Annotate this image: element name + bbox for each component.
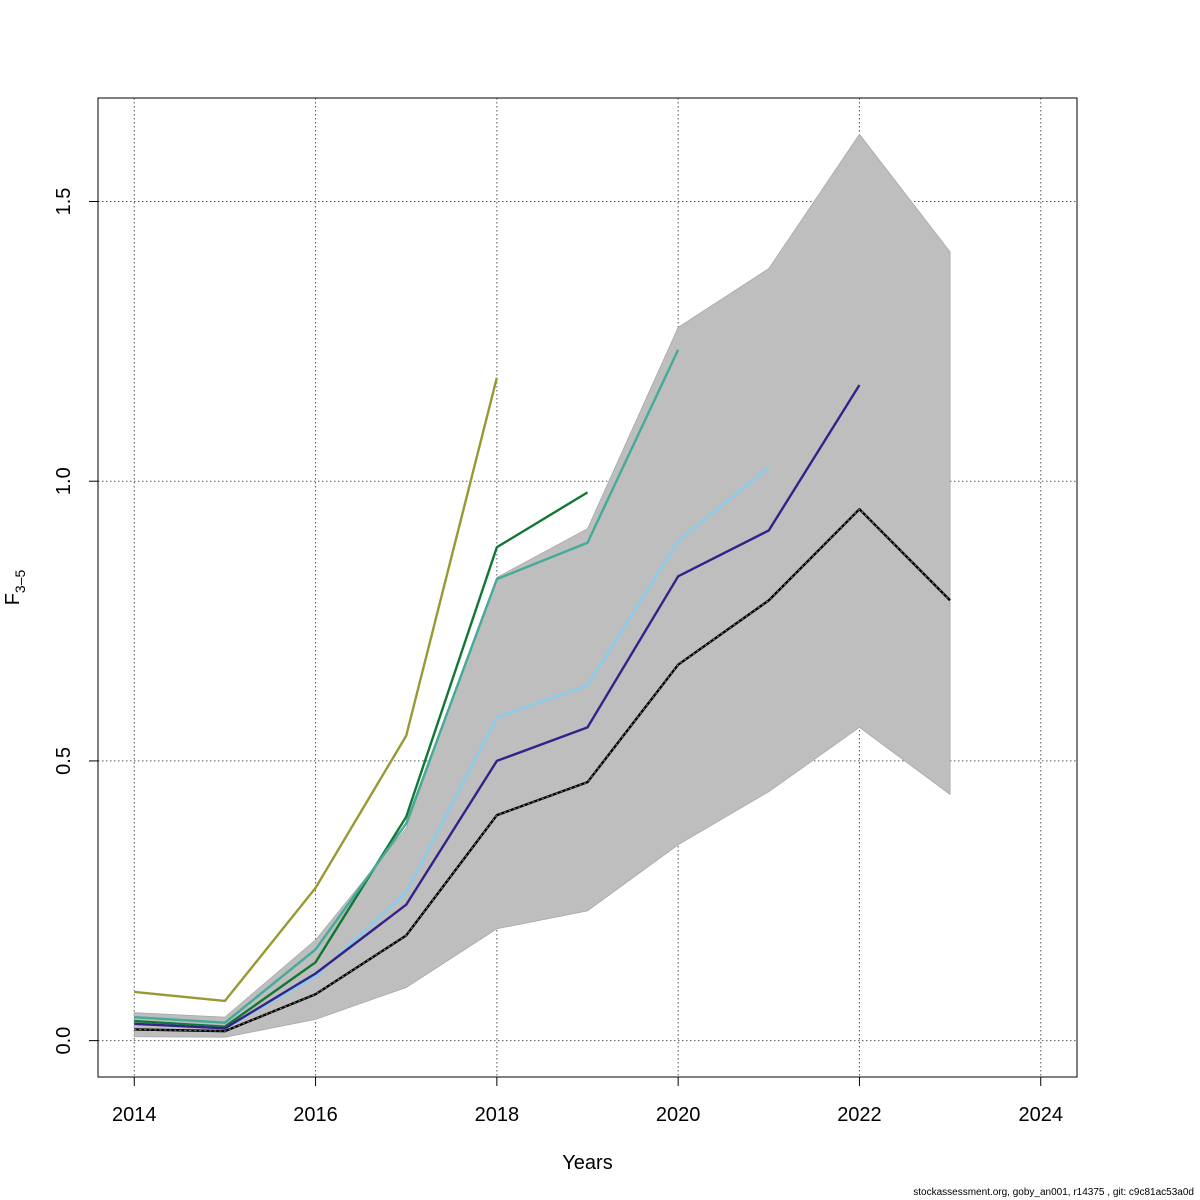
series-line-1	[134, 377, 499, 1003]
series-line-2	[134, 491, 589, 1028]
series-line-3	[134, 349, 680, 1024]
x-tick-label: 2014	[112, 1104, 157, 1126]
series-line-5	[134, 384, 861, 1030]
axes: 2014 2016 2018 2020 2022 2024 0.0 0.5 1.0 1.5	[53, 188, 1063, 1126]
y-tick-label: 1.0	[53, 467, 75, 495]
x-tick-label: 2020	[656, 1104, 701, 1126]
y-axis-title-main: F	[2, 593, 24, 605]
y-tick-label: 0.5	[53, 747, 75, 775]
series-line-estimate-dash	[134, 508, 951, 1032]
x-tick-label: 2016	[293, 1104, 338, 1126]
y-tick-label: 1.5	[53, 188, 75, 216]
x-tick-label: 2022	[837, 1104, 882, 1126]
x-axis-title: Years	[562, 1152, 612, 1174]
y-axis-title-subscript: 3–5	[12, 569, 28, 593]
confidence-band	[133, 133, 951, 1038]
x-tick-label: 2018	[475, 1104, 520, 1126]
x-tick-label: 2024	[1018, 1104, 1063, 1126]
footer-credit: stockassessment.org, goby_an001, r14375 …	[913, 1187, 1194, 1198]
series-lines	[134, 349, 951, 1033]
confidence-band-layer	[133, 133, 951, 1038]
y-tick-label: 0.0	[53, 1027, 75, 1055]
y-axis-title: F3–5	[2, 569, 28, 605]
plot-frame	[97, 97, 1078, 1078]
